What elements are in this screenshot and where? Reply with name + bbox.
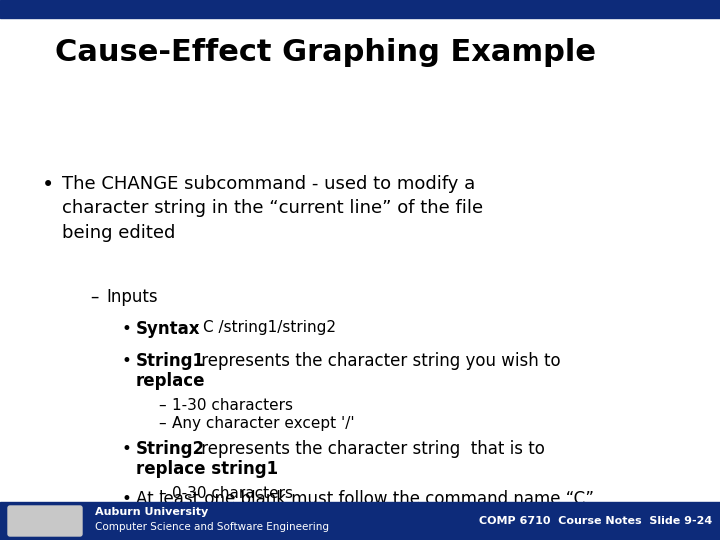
Text: String2: String2 [136, 440, 205, 458]
Text: Any character except '/': Any character except '/' [172, 416, 355, 431]
Text: COMP 6710  Course Notes  Slide 9-24: COMP 6710 Course Notes Slide 9-24 [479, 516, 712, 526]
Text: –: – [90, 288, 99, 306]
Text: –: – [158, 416, 166, 431]
Text: C /string1/string2: C /string1/string2 [203, 320, 336, 335]
Text: Inputs: Inputs [106, 288, 158, 306]
Text: Any character except '/': Any character except '/' [172, 504, 355, 519]
Text: Computer Science and Software Engineering: Computer Science and Software Engineerin… [95, 522, 329, 532]
Text: The CHANGE subcommand - used to modify a
character string in the “current line” : The CHANGE subcommand - used to modify a… [62, 175, 483, 241]
Text: represents the character string  that is to: represents the character string that is … [196, 440, 545, 458]
Text: replace string1: replace string1 [136, 460, 278, 478]
Text: Syntax: Syntax [136, 320, 200, 338]
Text: replace: replace [136, 372, 205, 390]
Text: Auburn University: Auburn University [95, 507, 208, 517]
Text: •: • [122, 440, 132, 458]
Text: –: – [158, 504, 166, 519]
Bar [0, 0, 720, 18]
Text: •: • [42, 175, 54, 195]
FancyBboxPatch shape [8, 506, 82, 536]
Text: •: • [122, 490, 132, 508]
Text: At least one blank must follow the command name “C”: At least one blank must follow the comma… [136, 490, 594, 508]
Text: Cause-Effect Graphing Example: Cause-Effect Graphing Example [55, 38, 596, 67]
Bar [0, 502, 720, 540]
Text: :: : [189, 320, 205, 338]
Text: represents the character string you wish to: represents the character string you wish… [196, 352, 561, 370]
Text: –: – [158, 398, 166, 413]
Text: 1-30 characters: 1-30 characters [172, 398, 293, 413]
Text: 0-30 characters: 0-30 characters [172, 486, 293, 501]
Text: •: • [122, 352, 132, 370]
Text: String1: String1 [136, 352, 205, 370]
Text: –: – [158, 486, 166, 501]
Text: •: • [122, 320, 132, 338]
